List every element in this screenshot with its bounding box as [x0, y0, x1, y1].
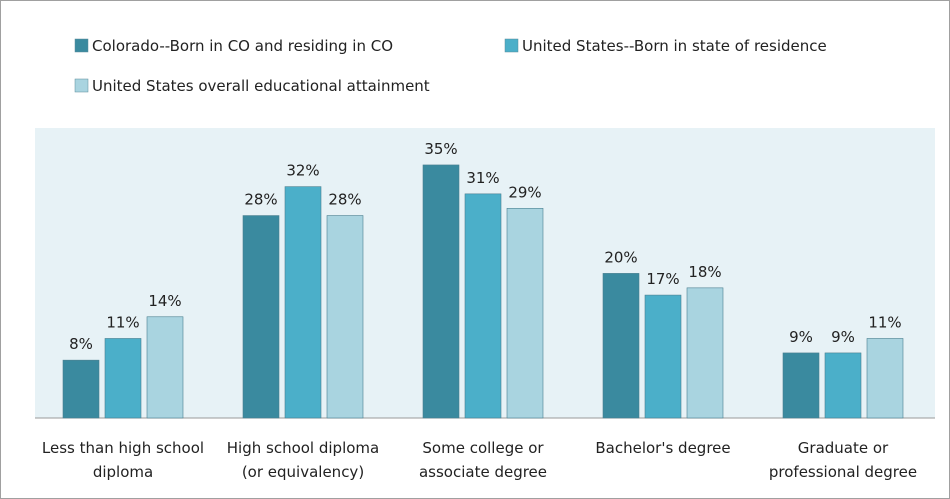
x-tick-label: High school diploma (or equivalency): [226, 439, 380, 481]
legend-swatch: [504, 38, 519, 53]
data-label: 31%: [466, 169, 499, 187]
x-tick-label: Less than high school diploma: [41, 439, 205, 481]
bar: [644, 294, 682, 419]
bar: [782, 352, 820, 419]
bar: [326, 215, 364, 419]
data-label: 28%: [244, 191, 277, 209]
data-label: 11%: [868, 313, 901, 331]
bar: [464, 193, 502, 419]
x-tick-label: Graduate or professional degree: [768, 439, 918, 481]
data-label: 18%: [688, 263, 721, 281]
legend-label: United States overall educational attain…: [92, 77, 430, 95]
bar: [62, 359, 100, 419]
data-label: 8%: [69, 335, 93, 353]
data-label: 9%: [831, 328, 855, 346]
data-label: 29%: [508, 183, 541, 201]
data-label: 17%: [646, 270, 679, 288]
legend-label: Colorado--Born in CO and residing in CO: [92, 37, 393, 55]
data-label: 14%: [148, 292, 181, 310]
bar: [506, 208, 544, 419]
data-label: 35%: [424, 140, 457, 158]
bar: [824, 352, 862, 419]
bar: [104, 338, 142, 419]
legend-swatch: [74, 38, 89, 53]
bar: [422, 164, 460, 419]
data-label: 9%: [789, 328, 813, 346]
bar: [602, 273, 640, 419]
bar: [686, 287, 724, 419]
data-label: 11%: [106, 313, 139, 331]
x-tick-label: Bachelor's degree: [595, 439, 731, 457]
x-tick-label: Some college or associate degree: [418, 439, 548, 481]
bar: [146, 316, 184, 419]
data-label: 20%: [604, 248, 637, 266]
legend-swatch: [74, 78, 89, 93]
bar: [242, 215, 280, 419]
legend-label: United States--Born in state of residenc…: [522, 37, 827, 55]
bar: [866, 338, 904, 419]
data-label: 28%: [328, 191, 361, 209]
data-label: 32%: [286, 162, 319, 180]
bar: [284, 186, 322, 419]
